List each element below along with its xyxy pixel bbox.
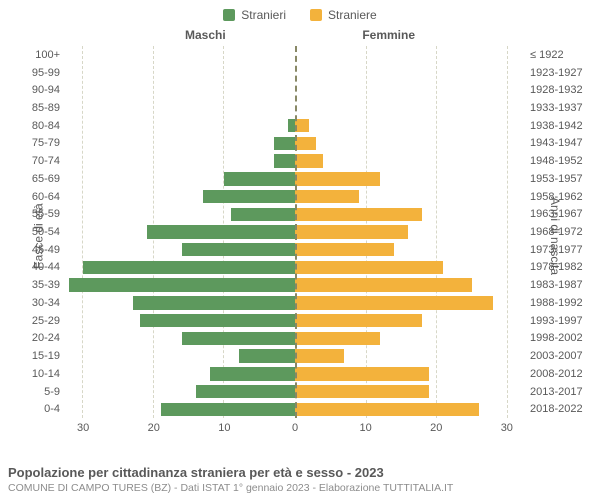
age-label: 95-99 [32,67,62,79]
age-label: 80-84 [32,120,62,132]
age-label: 30-34 [32,297,62,309]
plot-area: 100+≤ 192295-991923-192790-941928-193285… [62,46,528,418]
age-label: 50-54 [32,226,62,238]
bar-male [147,225,295,238]
birth-year-label: 2008-2012 [528,368,583,380]
bar-female [295,332,380,345]
age-label: 35-39 [32,279,62,291]
age-label: 75-79 [32,137,62,149]
birth-year-label: 1998-2002 [528,332,583,344]
chart-subtitle: COMUNE DI CAMPO TURES (BZ) - Dati ISTAT … [8,482,592,494]
bar-female [295,349,344,362]
bar-female [295,154,323,167]
birth-year-label: 1963-1967 [528,208,583,220]
bar-female [295,403,479,416]
birth-year-label: 2013-2017 [528,386,583,398]
birth-year-label: ≤ 1922 [528,49,564,61]
bar-male [210,367,295,380]
birth-year-label: 1973-1977 [528,244,583,256]
legend-item-female: Straniere [310,8,377,22]
bar-female [295,296,493,309]
legend-swatch-female [310,9,322,21]
birth-year-label: 1948-1952 [528,155,583,167]
birth-year-label: 1993-1997 [528,315,583,327]
age-label: 10-14 [32,368,62,380]
birth-year-label: 1938-1942 [528,120,583,132]
age-label: 60-64 [32,191,62,203]
bar-male [196,385,295,398]
bar-female [295,385,429,398]
age-label: 40-44 [32,261,62,273]
bar-male [140,314,295,327]
bar-female [295,190,359,203]
legend-label-male: Stranieri [241,8,286,22]
bar-male [231,208,295,221]
birth-year-label: 1968-1972 [528,226,583,238]
birth-year-label: 2003-2007 [528,350,583,362]
birth-year-label: 1958-1962 [528,191,583,203]
bar-male [224,172,295,185]
bar-male [182,332,295,345]
age-label: 15-19 [32,350,62,362]
x-axis: 0 10 10 20 20 30 30 [62,422,528,436]
birth-year-label: 1988-1992 [528,297,583,309]
legend: Stranieri Straniere [0,0,600,26]
legend-swatch-male [223,9,235,21]
bar-male [161,403,295,416]
bar-female [295,367,429,380]
column-header-female: Femmine [362,28,415,42]
birth-year-label: 2018-2022 [528,403,583,415]
chart-title: Popolazione per cittadinanza straniera p… [8,465,592,480]
bar-male [274,137,295,150]
bar-male [239,349,295,362]
age-label: 100+ [35,49,62,61]
legend-item-male: Stranieri [223,8,286,22]
age-label: 5-9 [44,386,62,398]
bar-male [274,154,295,167]
bar-female [295,137,316,150]
bar-male [133,296,295,309]
age-label: 45-49 [32,244,62,256]
birth-year-label: 1928-1932 [528,84,583,96]
age-label: 70-74 [32,155,62,167]
bar-female [295,243,394,256]
pyramid-chart: Maschi Femmine Fasce di età Anni di nasc… [0,26,600,446]
x-tick: 20 [148,422,160,434]
age-label: 0-4 [44,403,62,415]
birth-year-label: 1978-1982 [528,261,583,273]
x-tick: 10 [359,422,371,434]
x-tick: 30 [501,422,513,434]
bar-male [83,261,295,274]
birth-year-label: 1933-1937 [528,102,583,114]
center-axis [295,46,297,418]
chart-footer: Popolazione per cittadinanza straniera p… [8,465,592,494]
bar-male [203,190,295,203]
age-label: 20-24 [32,332,62,344]
birth-year-label: 1953-1957 [528,173,583,185]
bar-male [69,278,295,291]
bar-female [295,314,422,327]
column-header-male: Maschi [185,28,226,42]
bar-male [182,243,295,256]
age-label: 65-69 [32,173,62,185]
bar-male [288,119,295,132]
age-label: 25-29 [32,315,62,327]
age-label: 85-89 [32,102,62,114]
legend-label-female: Straniere [328,8,377,22]
bar-female [295,119,309,132]
bar-female [295,278,472,291]
bar-female [295,261,443,274]
x-tick: 30 [77,422,89,434]
x-tick: 10 [218,422,230,434]
bar-female [295,172,380,185]
x-tick: 20 [430,422,442,434]
birth-year-label: 1983-1987 [528,279,583,291]
bar-female [295,225,408,238]
birth-year-label: 1923-1927 [528,67,583,79]
x-tick: 0 [292,422,298,434]
birth-year-label: 1943-1947 [528,137,583,149]
bar-female [295,208,422,221]
age-label: 90-94 [32,84,62,96]
age-label: 55-59 [32,208,62,220]
